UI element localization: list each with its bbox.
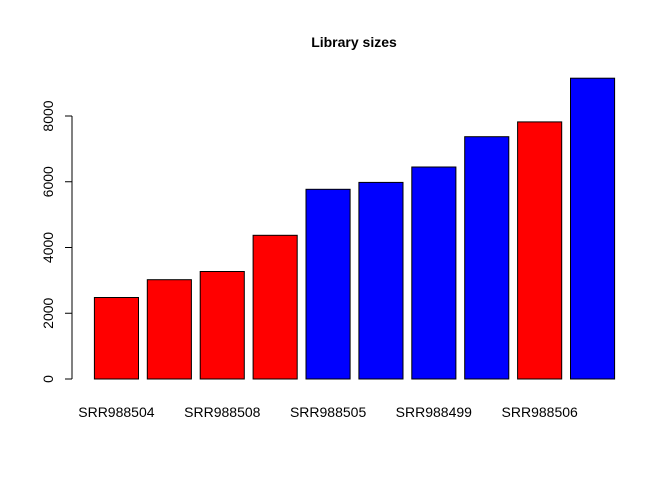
y-axis: 0 2000 4000 6000 8000 [40,100,73,383]
y-tick-label-3: 6000 [40,166,56,197]
bars-layer [93,77,616,380]
bar-3 [252,234,298,380]
bar-6 [411,166,457,380]
y-tick-label-2: 4000 [40,232,56,263]
y-tick-label-4: 8000 [40,100,56,131]
chart-title: Library sizes [311,34,397,50]
x-tick-label-2: SRR988508 [184,404,260,420]
bar-4 [305,188,351,380]
bar-9 [570,77,616,380]
y-tick-label-1: 2000 [40,297,56,328]
x-tick-label-0: SRR988504 [78,404,154,420]
x-tick-label-4: SRR988505 [290,404,366,420]
bar-7 [464,136,510,380]
bar-8 [517,121,563,380]
y-tick-label-0: 0 [40,375,56,383]
bar-0 [93,297,139,380]
bar-2 [199,271,245,380]
x-axis-labels: SRR988504 SRR988508 SRR988505 SRR988499 SRR9… [78,404,578,420]
x-tick-label-8: SRR988506 [502,404,578,420]
bar-1 [146,279,192,380]
bar-5 [358,181,404,380]
x-tick-label-6: SRR988499 [396,404,472,420]
